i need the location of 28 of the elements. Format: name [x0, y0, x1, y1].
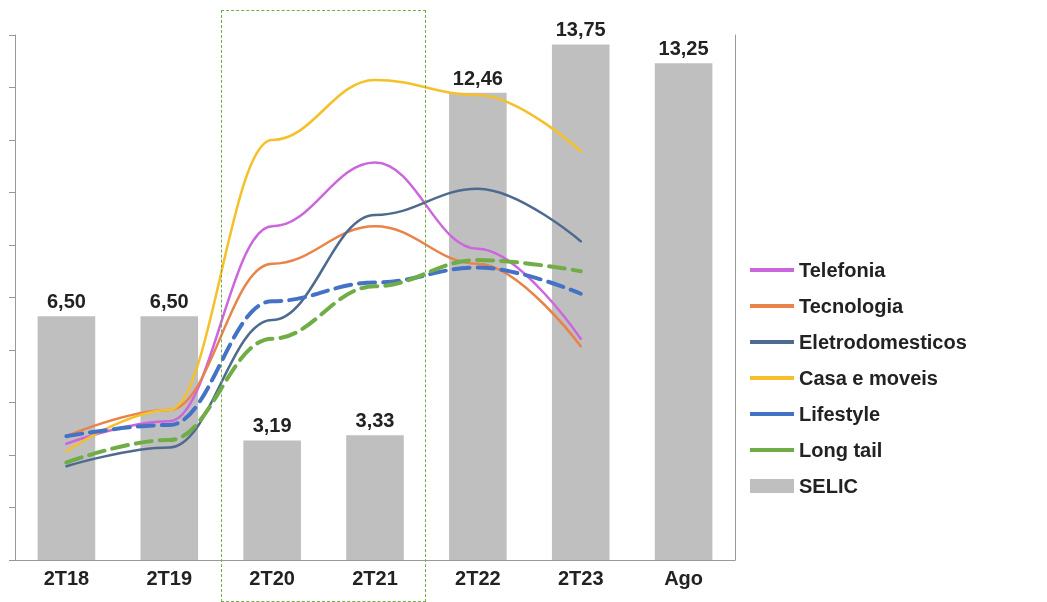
data-label: 3,19	[252, 414, 292, 437]
bar	[243, 440, 301, 560]
legend-label: Lifestyle	[799, 403, 881, 425]
data-label: 6,50	[149, 290, 189, 313]
data-label: 13,75	[555, 18, 606, 41]
data-label: 13,25	[658, 37, 709, 60]
x-tick-label: 2T23	[557, 567, 604, 589]
data-label: 12,46	[452, 66, 503, 89]
legend-label: Eletrodomesticos	[799, 331, 967, 353]
x-tick-label: 2T18	[43, 567, 90, 589]
bar	[37, 316, 96, 560]
legend-label: Long tail	[799, 439, 883, 461]
x-tick-label: Ago	[664, 567, 704, 589]
x-tick-label: 2T19	[146, 567, 193, 589]
data-label: 3,33	[355, 409, 395, 432]
legend-label: Telefonia	[799, 259, 887, 281]
legend-label: Casa e moveis	[799, 367, 938, 389]
data-label: 6,50	[46, 290, 86, 313]
legend-label: SELIC	[799, 475, 858, 497]
x-tick-label: 2T22	[455, 567, 501, 589]
bar	[551, 44, 610, 560]
bar	[449, 92, 507, 560]
legend-label: Tecnologia	[799, 295, 904, 317]
x-tick-label: 2T21	[352, 567, 398, 589]
bar	[140, 316, 199, 560]
x-tick-label: 2T20	[249, 567, 295, 589]
bar	[654, 63, 713, 560]
bar	[346, 435, 404, 560]
